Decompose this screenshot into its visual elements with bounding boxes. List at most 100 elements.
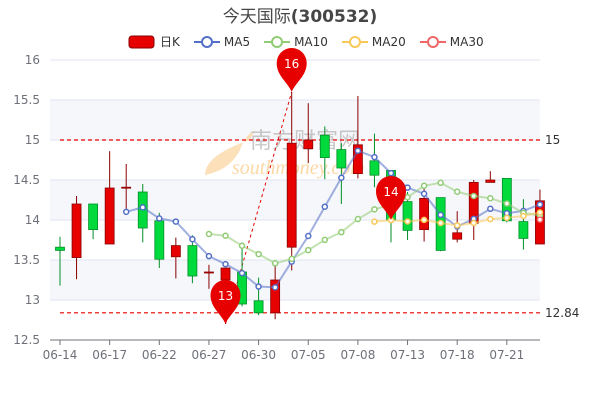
ma5-point	[371, 153, 378, 161]
candle-body	[71, 203, 82, 258]
candle-body	[121, 186, 132, 189]
ma5-point	[321, 203, 329, 210]
ma5-point	[420, 190, 428, 198]
ma5-point	[387, 169, 395, 177]
ma30-series	[536, 216, 544, 223]
candle-body	[303, 139, 314, 150]
candle-body	[270, 279, 281, 314]
candle-07-06	[319, 126, 330, 180]
candle-06-14	[55, 236, 65, 286]
legend-item-日k[interactable]: 日K	[128, 33, 180, 50]
candle-body	[485, 179, 496, 183]
title-name: 今天国际	[222, 7, 291, 27]
legend-item-ma30[interactable]: MA30	[419, 34, 484, 50]
ma5-point	[271, 284, 279, 291]
ma10-point	[288, 255, 295, 263]
grid-band	[50, 260, 540, 300]
y-tick-label: 12.5	[13, 333, 40, 347]
candle-body	[518, 221, 529, 239]
mark-line-label: 15	[545, 133, 560, 147]
legend-item-ma20[interactable]: MA20	[341, 34, 406, 50]
ma20-point	[520, 212, 527, 220]
legend-item-ma10[interactable]: MA10	[264, 34, 328, 50]
candle-06-27	[204, 264, 214, 289]
candle-07-07	[336, 143, 347, 204]
ma5-series	[122, 147, 544, 291]
legend-label: 日K	[160, 35, 180, 49]
candle-07-11	[369, 133, 380, 188]
ma5-point	[338, 174, 345, 182]
ma10-point	[321, 236, 329, 244]
grid-band	[50, 100, 540, 140]
candle-body	[253, 300, 264, 314]
line-legend-icon	[264, 35, 291, 48]
ma5-point	[172, 218, 180, 225]
ma30-point	[536, 216, 544, 223]
ma10-point	[354, 215, 362, 223]
ma10-point	[271, 260, 279, 267]
candle-07-19	[468, 180, 479, 240]
candle-06-20	[121, 164, 132, 209]
x-tick-label: 06-14	[43, 348, 78, 362]
candle-body	[170, 245, 181, 258]
x-tick-label: 07-21	[489, 348, 524, 362]
candle-07-04	[286, 92, 297, 271]
ma5-point	[536, 201, 544, 208]
candle-body	[104, 187, 115, 245]
candle-07-20	[485, 171, 496, 183]
line-legend-icon	[419, 35, 446, 48]
legend-label: MA10	[294, 34, 328, 49]
ma5-point	[354, 147, 362, 154]
x-tick-label: 07-05	[291, 348, 326, 362]
ma20-point	[437, 219, 444, 227]
candle-body	[402, 201, 413, 231]
legend-label: MA30	[449, 34, 484, 49]
x-tick-label: 06-27	[192, 348, 227, 362]
y-tick-label: 14.5	[13, 173, 40, 187]
ma20-point	[487, 215, 494, 223]
ma10-point	[503, 200, 511, 207]
x-tick-label: 06-22	[142, 348, 177, 362]
ma5-point	[189, 235, 196, 243]
line-legend-icon	[341, 35, 368, 48]
candle-07-22	[518, 199, 529, 250]
y-tick-label: 16	[25, 53, 40, 67]
y-tick-label: 13	[25, 293, 40, 307]
candle-06-24	[187, 235, 198, 284]
mark-line-label: 12.84	[545, 306, 579, 320]
candle-06-16	[88, 203, 98, 240]
pin-icon	[276, 48, 307, 92]
line-legend-icon	[193, 35, 220, 48]
legend: 日K MA5 MA10 MA20 MA30	[128, 33, 484, 50]
legend-label: MA5	[223, 34, 251, 49]
candle-body	[204, 271, 214, 274]
mark-point-label: 13	[218, 289, 233, 303]
candle-body	[419, 197, 430, 230]
title-code: (300532)	[290, 7, 378, 27]
legend-item-ma5[interactable]: MA5	[193, 34, 251, 50]
ma10-point	[205, 230, 213, 238]
ma5-point	[238, 269, 246, 277]
ma20-point	[404, 218, 411, 225]
candle-body	[55, 246, 65, 251]
ma5-point	[156, 215, 163, 222]
ma5-point	[437, 211, 444, 219]
x-tick-label: 07-13	[390, 348, 425, 362]
ma10-point	[222, 232, 229, 240]
y-tick-label: 14	[25, 213, 40, 227]
x-tick-label: 06-30	[241, 348, 276, 362]
y-tick-label: 13.5	[13, 253, 40, 267]
candle-body	[286, 142, 297, 248]
candle-body	[220, 267, 231, 281]
chart-title: 今天国际(300532)	[0, 2, 600, 27]
ma10-point	[238, 242, 246, 250]
mark-point-label: 16	[284, 57, 299, 71]
candle-body	[452, 232, 463, 240]
ma10-point	[371, 206, 378, 213]
ma20-point	[536, 209, 544, 216]
ma20-series	[371, 209, 544, 229]
ma20-point	[420, 216, 428, 224]
ma10-point	[338, 228, 345, 236]
candle-body	[88, 203, 98, 231]
ma10-point	[470, 192, 477, 200]
